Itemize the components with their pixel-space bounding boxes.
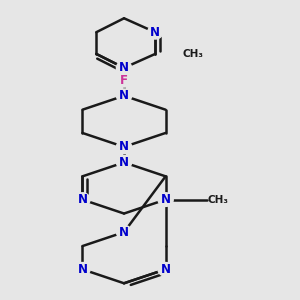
Circle shape [116, 225, 132, 239]
Circle shape [116, 61, 132, 75]
Circle shape [116, 156, 132, 169]
Circle shape [75, 193, 90, 206]
Text: CH₃: CH₃ [207, 195, 228, 205]
Text: N: N [119, 226, 129, 238]
Text: CH₃: CH₃ [183, 49, 204, 59]
Text: N: N [77, 193, 88, 206]
Circle shape [158, 193, 173, 206]
Text: N: N [119, 140, 129, 153]
Circle shape [158, 262, 173, 276]
Circle shape [75, 262, 90, 276]
Circle shape [148, 26, 163, 39]
Text: N: N [119, 156, 129, 169]
Circle shape [116, 89, 132, 103]
Text: N: N [77, 263, 88, 276]
Text: N: N [160, 193, 171, 206]
Text: N: N [119, 89, 129, 102]
Text: F: F [120, 74, 128, 87]
Text: N: N [150, 26, 160, 39]
Text: N: N [160, 263, 171, 276]
Text: N: N [119, 61, 129, 74]
Circle shape [116, 74, 132, 87]
Circle shape [116, 140, 132, 154]
